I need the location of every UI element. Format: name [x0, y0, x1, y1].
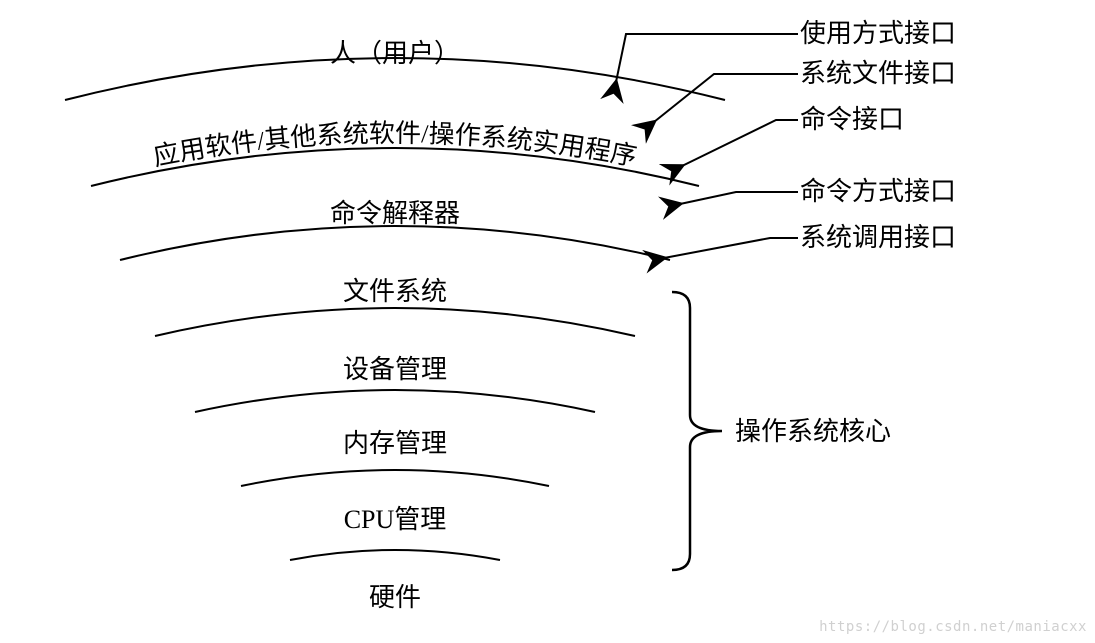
layer-text-file-system: 文件系统	[343, 277, 447, 306]
leader-4	[664, 238, 798, 258]
layer-text-mem-mgmt: 内存管理	[343, 429, 447, 458]
layer-text-hardware: 硬件	[369, 583, 421, 612]
arc-cmd-interp	[120, 226, 670, 260]
watermark: https://blog.csdn.net/maniacxx	[819, 619, 1087, 635]
leader-3	[680, 192, 798, 204]
layer-text-cmd-interp: 命令解释器	[330, 199, 460, 228]
arc-cpu-mgmt	[290, 550, 500, 560]
arc-mem-mgmt	[241, 470, 549, 486]
label-cmd-interface: 命令接口	[800, 105, 904, 134]
leader-1	[654, 74, 798, 122]
label-sysfile-interface: 系统文件接口	[800, 59, 956, 88]
diagram-svg: 人（用户） 应用软件/其他系统软件/操作系统实用程序命令解释器文件系统设备管理内存…	[0, 0, 1095, 643]
layer-text-cpu-mgmt: CPU管理	[344, 505, 447, 534]
label-usage-interface: 使用方式接口	[800, 19, 956, 48]
arc-device-mgmt	[195, 390, 595, 412]
brace-label: 操作系统核心	[735, 417, 891, 446]
label-cmdmode-interface: 命令方式接口	[800, 177, 956, 206]
layer-text-user: 人（用户）	[330, 39, 460, 68]
layer-text-device-mgmt: 设备管理	[343, 355, 447, 384]
arc-file-system	[155, 308, 635, 336]
label-syscall-interface: 系统调用接口	[800, 223, 956, 252]
layer-text-apps: 应用软件/其他系统软件/操作系统实用程序	[151, 119, 639, 172]
leader-2	[682, 120, 798, 166]
brace	[672, 292, 722, 570]
